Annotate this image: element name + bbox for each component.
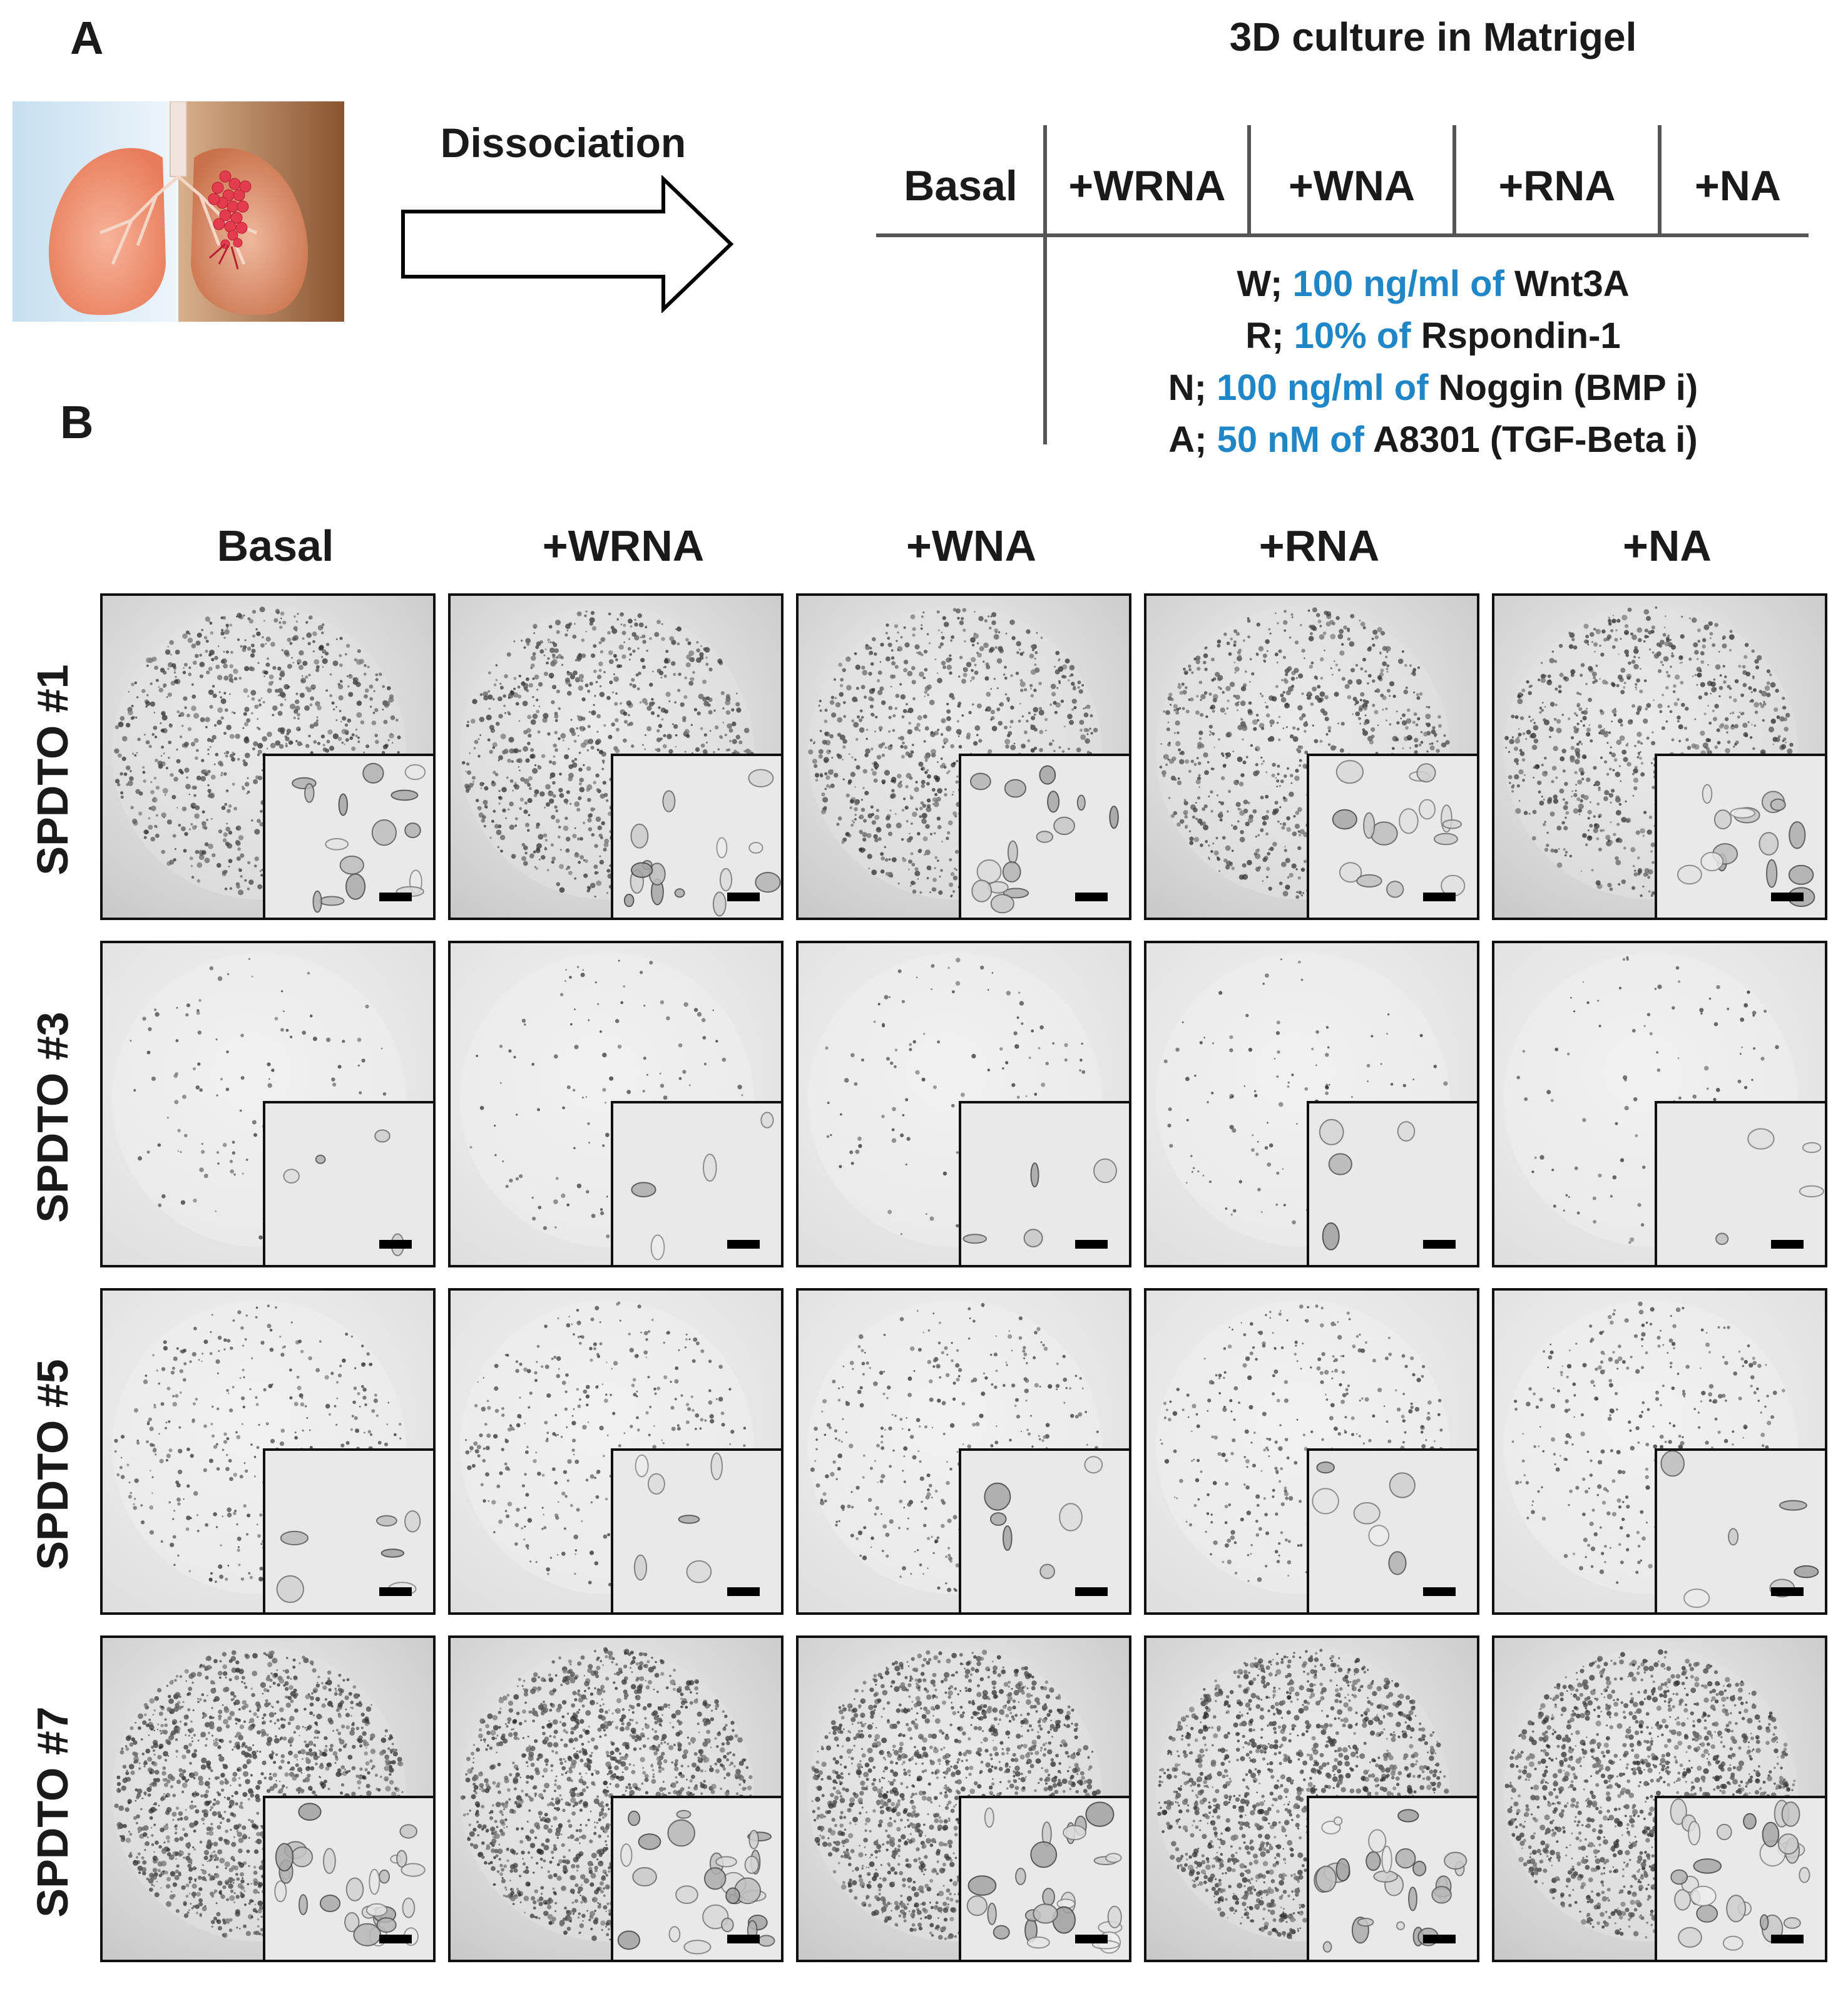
micrograph-tile (1492, 1288, 1827, 1615)
arrow-label: Dissociation (440, 120, 687, 166)
micrograph-inset (1307, 754, 1477, 918)
micrograph-inset (1655, 754, 1825, 918)
micrograph-inset (959, 1101, 1129, 1265)
scale-bar (1423, 893, 1456, 901)
column-header-basal: Basal (217, 521, 334, 570)
scale-bar (727, 893, 760, 901)
row-label-spdto-7: SPDTO #7 (28, 1706, 77, 1918)
table-header-rna: +RNA (1498, 162, 1616, 210)
legend-line-w: W; 100 ng/ml of Wnt3A (1237, 264, 1630, 304)
micrograph-inset (1307, 1448, 1477, 1612)
table-header-wrna: +WRNA (1068, 162, 1226, 210)
micrograph-tile (796, 593, 1131, 920)
scale-bar (379, 1240, 412, 1249)
micrograph-inset (263, 1101, 433, 1265)
column-header-wna: +WNA (906, 521, 1037, 570)
lung-illustration (13, 101, 344, 322)
micrograph-tile (1492, 1635, 1827, 1962)
micrograph-inset (611, 754, 781, 918)
micrograph-tile (448, 1635, 784, 1962)
table-lines (876, 125, 1809, 444)
micrograph-inset (611, 1448, 781, 1612)
micrograph-inset (959, 754, 1129, 918)
table-header-na: +NA (1695, 162, 1781, 210)
micrograph-tile (796, 1635, 1131, 1962)
micrograph-inset (263, 1796, 433, 1960)
scale-bar (1075, 1935, 1108, 1943)
scale-bar (379, 893, 412, 901)
dissociation-arrow (401, 174, 738, 314)
micrograph-tile (100, 1288, 436, 1615)
micrograph-tile (448, 1288, 784, 1615)
micrograph-inset (611, 1796, 781, 1960)
micrograph-inset (1655, 1448, 1825, 1612)
scale-bar (727, 1935, 760, 1943)
row-label-spdto-1: SPDTO #1 (28, 664, 77, 876)
scale-bar (1075, 893, 1108, 901)
micrograph-inset (263, 1448, 433, 1612)
lung-icon (13, 101, 344, 322)
scale-bar (727, 1587, 760, 1596)
column-header-rna: +RNA (1258, 521, 1380, 570)
column-header-na: +NA (1623, 521, 1712, 570)
micrograph-tile (1144, 1635, 1479, 1962)
micrograph-inset (959, 1796, 1129, 1960)
scale-bar (1771, 1240, 1804, 1249)
micrograph-tile (448, 593, 784, 920)
micrograph-tile (796, 941, 1131, 1267)
micrograph-inset (263, 754, 433, 918)
micrograph-tile (1492, 593, 1827, 920)
micrograph-tile (1144, 593, 1479, 920)
micrograph-tile (1492, 941, 1827, 1267)
panel-label-b: B (60, 396, 94, 448)
micrograph-inset (1307, 1796, 1477, 1960)
micrograph-tile (100, 593, 436, 920)
column-header-wrna: +WRNA (542, 521, 705, 570)
row-label-spdto-3: SPDTO #3 (28, 1011, 77, 1223)
micrograph-inset (959, 1448, 1129, 1612)
table-header-basal: Basal (904, 162, 1018, 210)
scale-bar (1423, 1935, 1456, 1943)
micrograph-inset (611, 1101, 781, 1265)
micrograph-tile (448, 941, 784, 1267)
scale-bar (1771, 893, 1804, 901)
micrograph-inset (1307, 1101, 1477, 1265)
legend-line-a: A; 50 nM of A8301 (TGF-Beta i) (1168, 419, 1698, 460)
row-label-spdto-5: SPDTO #5 (28, 1359, 77, 1570)
legend-line-r: R; 10% of Rspondin-1 (1245, 315, 1621, 356)
table-title: 3D culture in Matrigel (1229, 14, 1637, 59)
micrograph-tile (100, 1635, 436, 1962)
micrograph-tile (1144, 941, 1479, 1267)
panel-label-a: A (70, 12, 104, 64)
scale-bar (727, 1240, 760, 1249)
scale-bar (1075, 1587, 1108, 1596)
scale-bar (1075, 1240, 1108, 1249)
micrograph-inset (1655, 1101, 1825, 1265)
micrograph-inset (1655, 1796, 1825, 1960)
scale-bar (1771, 1587, 1804, 1596)
right-arrow-icon (401, 174, 734, 314)
scale-bar (379, 1935, 412, 1943)
scale-bar (379, 1587, 412, 1596)
scale-bar (1423, 1587, 1456, 1596)
micrograph-tile (796, 1288, 1131, 1615)
table-header-wna: +WNA (1288, 162, 1416, 210)
micrograph-tile (100, 941, 436, 1267)
scale-bar (1423, 1240, 1456, 1249)
culture-table: Basal +WRNA +WNA +RNA +NA (870, 125, 1834, 451)
scale-bar (1771, 1935, 1804, 1943)
legend-line-n: N; 100 ng/ml of Noggin (BMP i) (1168, 367, 1698, 408)
micrograph-tile (1144, 1288, 1479, 1615)
